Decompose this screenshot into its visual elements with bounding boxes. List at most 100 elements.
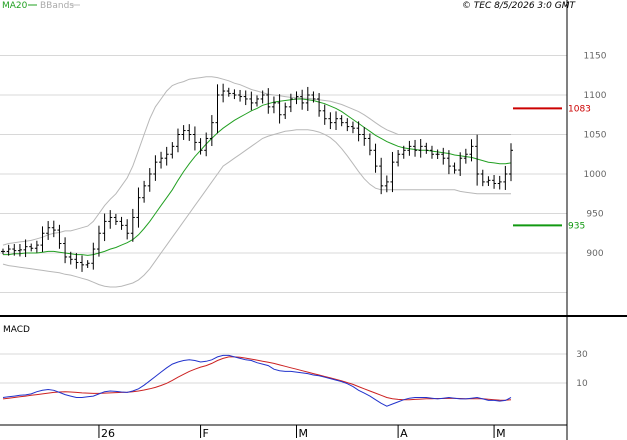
axis-ticks: 1150 1100 1050 1000 950 900 30 10 26 F M A M <box>98 52 607 440</box>
ohlc-bar <box>215 84 220 134</box>
x-tick-label: 26 <box>101 427 115 440</box>
ohlc-bar <box>497 175 502 190</box>
ohlc-bar <box>503 165 508 190</box>
ohlc-bar <box>255 95 259 107</box>
ohlc-bar <box>390 151 395 193</box>
ohlc-bar <box>192 126 197 151</box>
ohlc-bar <box>74 253 79 269</box>
macd-signal-line <box>2 356 512 401</box>
ohlc-bar <box>232 89 237 100</box>
ohlc-bar <box>204 132 209 157</box>
ohlc-bar <box>96 225 101 257</box>
ohlc-bar <box>424 142 429 154</box>
ohlc-bar <box>130 208 135 242</box>
ohlc-bar <box>198 138 203 155</box>
ohlc-bar <box>458 152 463 176</box>
ohlc-bar <box>418 139 423 158</box>
ohlc-bar <box>277 94 282 124</box>
price-tick-label: 1100 <box>584 91 607 101</box>
x-tick-label: M <box>496 427 506 440</box>
x-tick-label: M <box>299 427 309 440</box>
ohlc-bar <box>429 145 434 159</box>
ohlc-bar <box>486 176 491 186</box>
ohlc-bar <box>23 239 28 258</box>
ohlc-bar <box>164 146 169 166</box>
macd-panel-lines <box>2 354 512 407</box>
ohlc-bar <box>317 93 322 117</box>
ohlc-bar <box>113 213 118 225</box>
price-tick-label: 1150 <box>584 52 607 62</box>
ohlc-bar <box>475 134 480 186</box>
ohlc-bar <box>452 162 457 174</box>
ohlc-bar <box>266 88 271 114</box>
ohlc-bar <box>305 86 310 111</box>
price-tick-label: 1000 <box>584 170 607 180</box>
ohlc-bar <box>46 221 51 240</box>
ohlc-bar <box>435 149 440 159</box>
ohlc-bar <box>125 219 130 240</box>
price-tick-label: 950 <box>586 210 603 220</box>
ohlc-bar <box>401 145 406 159</box>
ohlc-bar <box>80 255 85 272</box>
ohlc-bar <box>175 128 180 153</box>
ohlc-bar <box>384 175 389 193</box>
ohlc-bar <box>226 87 231 97</box>
ohlc-bar <box>271 96 276 114</box>
ohlc-bar <box>12 244 17 256</box>
bollinger-bands <box>2 76 511 288</box>
resistance-label: 1083 <box>568 104 591 114</box>
ohlc-bar <box>509 143 513 182</box>
ohlc-bar <box>362 127 367 146</box>
ohlc-bar <box>136 187 141 228</box>
ohlc-bar <box>29 243 34 252</box>
ohlc-bar <box>243 90 248 106</box>
ohlc-bar <box>209 115 214 147</box>
ohlc-bar <box>367 133 372 156</box>
macd-tick-label: 30 <box>576 350 588 360</box>
ohlc-bar <box>441 147 446 165</box>
ohlc-bar <box>221 83 226 103</box>
support-label: 935 <box>568 221 585 231</box>
ohlc-bar <box>492 175 497 189</box>
ohlc-bar <box>63 237 68 264</box>
ohlc-bar <box>153 155 158 181</box>
ohlc-bar <box>102 213 107 242</box>
legend-ma20: MA20 <box>2 1 28 11</box>
ohlc-bar <box>300 89 305 110</box>
ohlc-bar <box>108 210 113 229</box>
ohlc-bar <box>334 111 339 130</box>
price-levels: 1083 935 <box>513 104 591 231</box>
ohlc-bar <box>328 112 333 130</box>
ohlc-bar <box>68 251 73 265</box>
ohlc-bar <box>446 150 451 175</box>
ohlc-bar <box>260 90 265 104</box>
ohlc-bar <box>187 124 192 141</box>
ohlc-bar <box>17 244 22 257</box>
ohlc-bar <box>6 244 11 256</box>
grid-lines <box>0 55 567 384</box>
ohlc-bar <box>413 139 418 157</box>
ma20-path <box>3 98 512 256</box>
ohlc-bar <box>379 157 384 195</box>
ohlc-bar <box>142 180 147 203</box>
ohlc-bar <box>85 260 90 268</box>
ohlc-bar <box>288 93 293 113</box>
macd-title: MACD <box>3 325 30 335</box>
price-tick-label: 900 <box>586 249 603 259</box>
macd-tick-label: 10 <box>576 379 588 389</box>
ohlc-bar <box>480 169 485 187</box>
ohlc-bar <box>40 226 45 252</box>
ohlc-bar <box>311 91 316 103</box>
legend-bbands: BBands <box>40 1 74 11</box>
ohlc-bar <box>463 148 468 164</box>
price-bars <box>1 83 513 272</box>
ohlc-bar <box>181 125 186 140</box>
bband-upper <box>2 76 511 246</box>
price-tick-label: 1050 <box>584 131 607 141</box>
ohlc-bar <box>238 89 243 102</box>
ohlc-bar <box>294 91 299 105</box>
ohlc-bar <box>396 149 401 167</box>
ohlc-bar <box>350 121 355 134</box>
